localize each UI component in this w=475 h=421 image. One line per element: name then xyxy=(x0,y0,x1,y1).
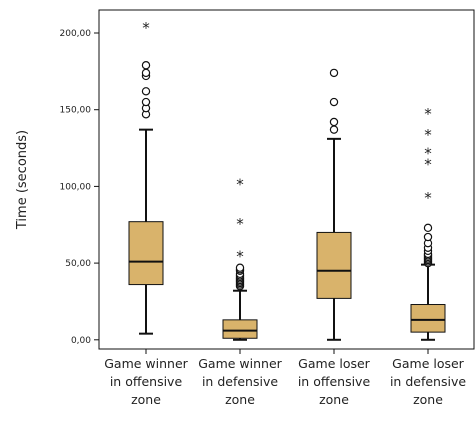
outlier-point xyxy=(329,125,339,134)
x-category-label: in defensive xyxy=(202,374,278,389)
extreme-point: * xyxy=(142,19,150,37)
extreme-point: * xyxy=(424,189,432,207)
x-category-label: Game winner xyxy=(104,356,188,371)
extreme-point: * xyxy=(424,145,432,163)
x-category-label: Game winner xyxy=(198,356,282,371)
outlier-point xyxy=(141,61,151,70)
outlier-point xyxy=(423,232,433,242)
y-tick-label: 0,00 xyxy=(71,336,91,346)
box-group xyxy=(316,68,352,341)
box-group: ***** xyxy=(410,105,446,341)
outlier-point xyxy=(141,87,151,96)
outlier-point xyxy=(329,117,339,127)
extreme-point: * xyxy=(236,175,244,193)
iqr-box xyxy=(316,231,352,299)
x-category-label: in offensive xyxy=(298,374,371,389)
extreme-point: * xyxy=(424,126,432,144)
x-category-label: Game loser xyxy=(392,356,465,371)
extreme-point: * xyxy=(236,215,244,233)
x-category-label: zone xyxy=(319,392,349,407)
x-category-label: zone xyxy=(413,392,443,407)
outlier-point xyxy=(141,68,151,78)
plot-frame xyxy=(98,9,475,350)
outlier-point xyxy=(423,223,433,233)
y-tick-label: 100,00 xyxy=(60,182,92,192)
outlier-point xyxy=(141,97,151,107)
y-tick-label: 50,00 xyxy=(65,259,91,269)
iqr-box xyxy=(222,319,258,339)
box-group: * * * xyxy=(222,175,258,341)
outlier-point xyxy=(329,97,339,107)
y-axis-title: Time (seconds) xyxy=(15,130,30,230)
x-category-label: zone xyxy=(131,392,161,407)
iqr-box xyxy=(410,304,446,333)
x-category-label: in defensive xyxy=(390,374,466,389)
x-category-label: in offensive xyxy=(110,374,183,389)
x-category-label: Game loser xyxy=(298,356,371,371)
extreme-point: * xyxy=(424,155,432,173)
outlier-point xyxy=(329,68,339,78)
box-group: * xyxy=(128,19,164,335)
extreme-point: * xyxy=(236,247,244,265)
iqr-box xyxy=(128,221,164,286)
x-category-label: zone xyxy=(225,392,255,407)
y-tick-label: 200,00 xyxy=(60,29,92,39)
extreme-point: * xyxy=(424,105,432,123)
y-tick-label: 150,00 xyxy=(60,106,92,116)
outlier-point xyxy=(235,263,245,272)
